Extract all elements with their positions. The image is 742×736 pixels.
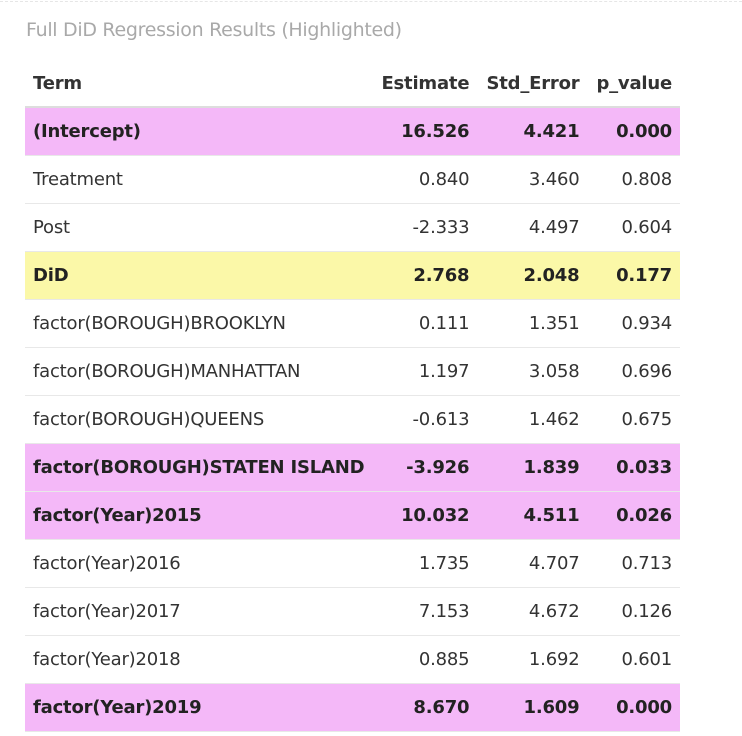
cell-p-value: 0.026 (587, 491, 680, 540)
cell-std-error: 2.048 (477, 251, 588, 300)
cell-estimate: -0.613 (372, 395, 478, 444)
cell-term: factor(BOROUGH)QUEENS (25, 395, 373, 444)
cell-p-value: 0.126 (587, 587, 680, 636)
cell-std-error: 3.460 (477, 155, 588, 204)
cell-std-error: 1.351 (477, 299, 588, 348)
cell-std-error: 4.497 (477, 203, 588, 252)
table-row: Post -2.333 4.497 0.604 (25, 203, 680, 252)
cell-p-value: 0.934 (587, 299, 680, 348)
cell-term: factor(Year)2019 (25, 683, 373, 732)
table-header: Term Estimate Std_Error p_value (25, 60, 680, 108)
cell-p-value: 0.808 (587, 155, 680, 204)
table-row: factor(Year)2015 10.032 4.511 0.026 (25, 491, 680, 540)
cell-estimate: -3.926 (372, 443, 478, 492)
cell-estimate: 0.885 (372, 635, 478, 684)
cell-estimate: 16.526 (372, 107, 478, 156)
table-caption: Full DiD Regression Results (Highlighted… (26, 19, 402, 41)
table-row: factor(BOROUGH)STATEN ISLAND -3.926 1.839 0… (25, 443, 680, 492)
cell-estimate: 1.735 (372, 539, 478, 588)
table-row: factor(Year)2019 8.670 1.609 0.000 (25, 683, 680, 732)
top-divider (0, 1, 742, 2)
table-row: factor(BOROUGH)BROOKLYN 0.111 1.351 0.934 (25, 299, 680, 348)
cell-estimate: 0.840 (372, 155, 478, 204)
column-header-std-error: Std_Error (477, 60, 588, 108)
table-row: factor(BOROUGH)MANHATTAN 1.197 3.058 0.696 (25, 347, 680, 396)
regression-results-table: Term Estimate Std_Error p_value (Interce… (25, 60, 680, 732)
table-row: (Intercept) 16.526 4.421 0.000 (25, 107, 680, 156)
cell-term: factor(Year)2016 (25, 539, 373, 588)
cell-std-error: 1.692 (477, 635, 588, 684)
cell-term: factor(BOROUGH)BROOKLYN (25, 299, 373, 348)
cell-estimate: 7.153 (372, 587, 478, 636)
table-row: factor(Year)2016 1.735 4.707 0.713 (25, 539, 680, 588)
cell-estimate: 10.032 (372, 491, 478, 540)
cell-p-value: 0.696 (587, 347, 680, 396)
cell-p-value: 0.601 (587, 635, 680, 684)
cell-p-value: 0.675 (587, 395, 680, 444)
cell-term: Treatment (25, 155, 373, 204)
table-row: factor(Year)2018 0.885 1.692 0.601 (25, 635, 680, 684)
cell-estimate: 2.768 (372, 251, 478, 300)
cell-std-error: 4.421 (477, 107, 588, 156)
cell-term: factor(BOROUGH)STATEN ISLAND (25, 443, 373, 492)
cell-p-value: 0.000 (587, 107, 680, 156)
table-body: (Intercept) 16.526 4.421 0.000 Treatment 0.84… (25, 107, 680, 732)
table-row: DiD 2.768 2.048 0.177 (25, 251, 680, 300)
cell-term: factor(Year)2015 (25, 491, 373, 540)
cell-term: Post (25, 203, 373, 252)
cell-std-error: 4.672 (477, 587, 588, 636)
cell-estimate: 0.111 (372, 299, 478, 348)
table-row: Treatment 0.840 3.460 0.808 (25, 155, 680, 204)
cell-term: factor(Year)2017 (25, 587, 373, 636)
column-header-term: Term (25, 60, 373, 108)
cell-term: factor(Year)2018 (25, 635, 373, 684)
cell-estimate: 1.197 (372, 347, 478, 396)
table-row: factor(BOROUGH)QUEENS -0.613 1.462 0.675 (25, 395, 680, 444)
cell-p-value: 0.713 (587, 539, 680, 588)
cell-std-error: 4.511 (477, 491, 588, 540)
column-header-estimate: Estimate (372, 60, 478, 108)
cell-term: DiD (25, 251, 373, 300)
cell-term: factor(BOROUGH)MANHATTAN (25, 347, 373, 396)
cell-std-error: 3.058 (477, 347, 588, 396)
cell-estimate: 8.670 (372, 683, 478, 732)
header-row: Term Estimate Std_Error p_value (25, 60, 680, 108)
cell-std-error: 1.462 (477, 395, 588, 444)
cell-p-value: 0.033 (587, 443, 680, 492)
column-header-p-value: p_value (587, 60, 680, 108)
cell-p-value: 0.604 (587, 203, 680, 252)
cell-p-value: 0.177 (587, 251, 680, 300)
table-row: factor(Year)2017 7.153 4.672 0.126 (25, 587, 680, 636)
cell-p-value: 0.000 (587, 683, 680, 732)
cell-std-error: 1.609 (477, 683, 588, 732)
cell-term: (Intercept) (25, 107, 373, 156)
cell-std-error: 4.707 (477, 539, 588, 588)
cell-std-error: 1.839 (477, 443, 588, 492)
cell-estimate: -2.333 (372, 203, 478, 252)
